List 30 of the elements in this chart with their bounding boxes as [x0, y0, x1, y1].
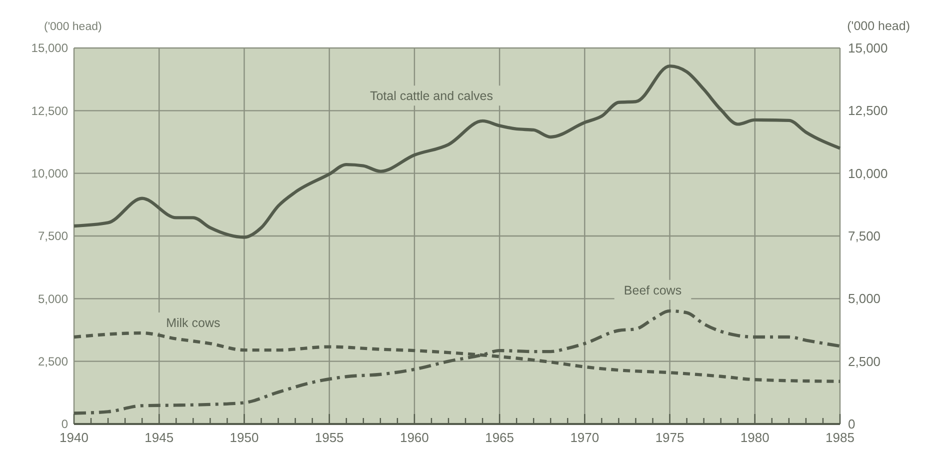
x-tick-label: 1955 — [314, 430, 344, 445]
x-tick-label: 1980 — [740, 430, 770, 445]
y2-axis-title: ('000 head) — [847, 19, 910, 33]
y2-tick-label: 0 — [848, 416, 856, 432]
line-series — [72, 64, 842, 239]
y-tick-label: 15,000 — [31, 41, 68, 56]
y2-tick-label: 10,000 — [848, 166, 888, 181]
series-label: Milk cows — [166, 316, 220, 330]
x-tick-label: 1950 — [230, 430, 259, 445]
x-tick-label: 1965 — [485, 430, 514, 445]
y-tick-label: 5,000 — [38, 292, 68, 306]
x-tick-label: 1945 — [144, 430, 174, 445]
y-tick-label: 10,000 — [31, 166, 68, 181]
y2-tick-label: 2,500 — [848, 354, 881, 369]
series-label: Total cattle and calves — [370, 89, 493, 103]
y2-tick-label: 15,000 — [848, 40, 888, 56]
series-label: Beef cows — [624, 283, 682, 298]
x-tick-label: 1970 — [570, 430, 600, 445]
y2-tick-label: 5,000 — [848, 291, 881, 306]
y2-tick-label: 12,500 — [848, 103, 888, 118]
y-axis-title: ('000 head) — [44, 21, 102, 33]
y-tick-label: 7,500 — [38, 229, 68, 244]
x-tick-label: 1960 — [400, 430, 429, 445]
y-tick-label: 2,500 — [38, 354, 68, 369]
x-tick-label: 1975 — [655, 430, 684, 445]
y2-tick-label: 7,500 — [848, 228, 881, 244]
x-tick-label: 1940 — [60, 430, 88, 445]
y-tick-label: 0 — [61, 417, 68, 432]
y-tick-label: 12,500 — [31, 104, 68, 118]
x-tick-label: 1985 — [826, 430, 854, 445]
